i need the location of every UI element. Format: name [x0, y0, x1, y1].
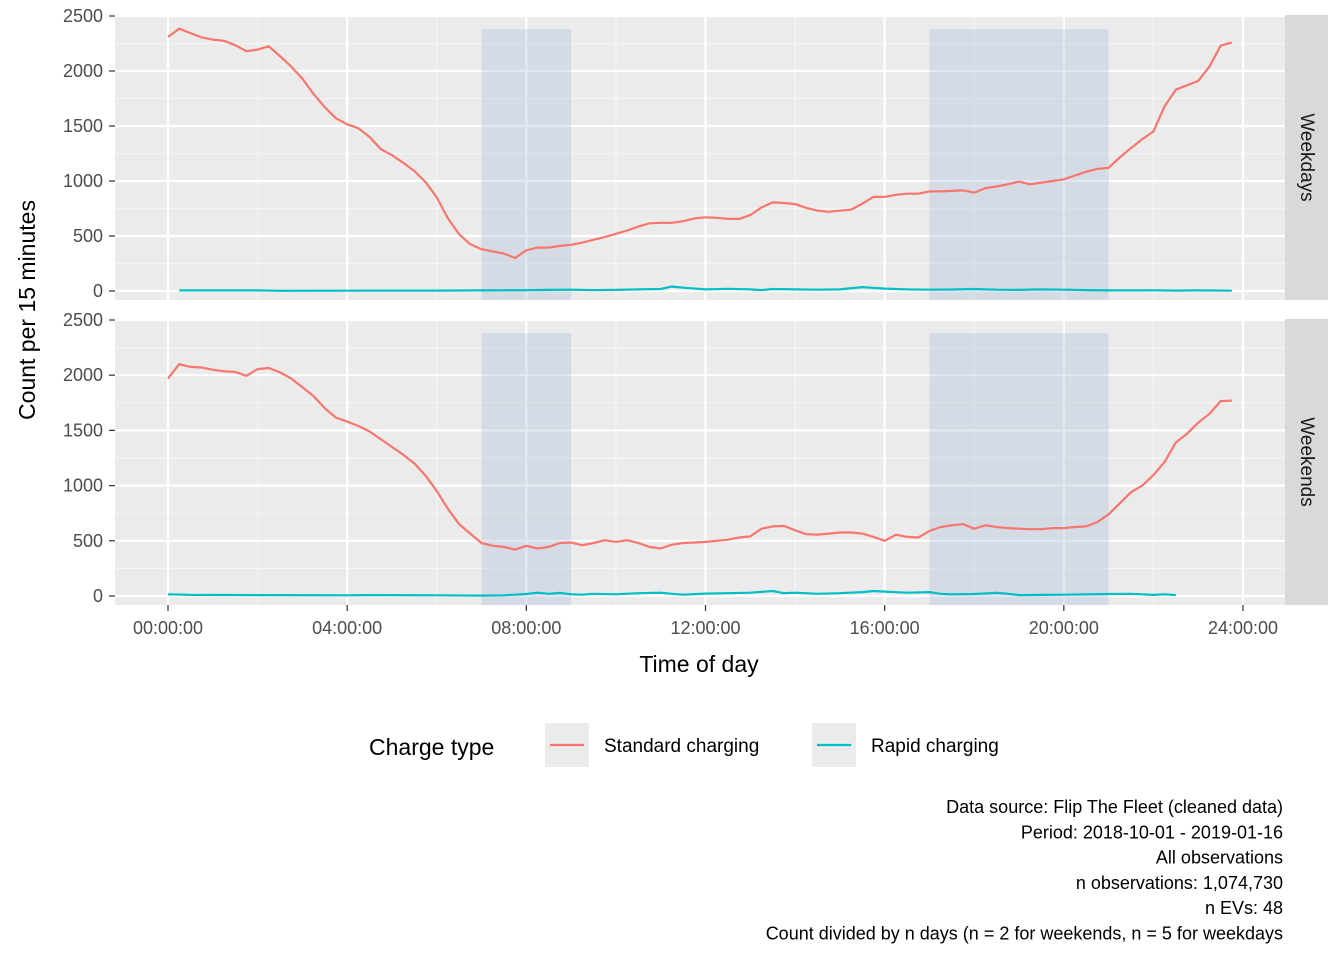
facet-panel-weekends: Weekends 0 500 1000 1500 2000 2500: [63, 310, 1328, 606]
facet-panels: Weekdays 0 500 1000 1500 2000 2500 Weekends 0 500…: [63, 6, 1328, 638]
legend-label: Rapid charging: [871, 736, 999, 757]
series-line-rapid-charging: [167, 589, 1176, 597]
legend: Charge type Standard charging Rapid charg…: [369, 723, 999, 767]
x-tick-label: 00:00:00: [133, 618, 203, 638]
caption-line: Data source: Flip The Fleet (cleaned dat…: [946, 797, 1283, 817]
x-tick-label: 24:00:00: [1208, 618, 1278, 638]
x-tick-label: 16:00:00: [850, 618, 920, 638]
peak-period-band: [481, 333, 572, 605]
y-tick-label: 0: [93, 586, 103, 606]
y-tick-label: 1000: [63, 171, 103, 191]
series-line-standard-charging: [167, 363, 1232, 551]
caption-line: n EVs: 48: [1205, 898, 1283, 918]
x-tick-label: 20:00:00: [1029, 618, 1099, 638]
caption-line: Period: 2018-10-01 - 2019-01-16: [1021, 822, 1283, 842]
series-line-rapid-charging: [179, 285, 1232, 292]
y-tick-label: 500: [73, 226, 103, 246]
x-tick-label: 08:00:00: [491, 618, 561, 638]
x-tick-label: 12:00:00: [670, 618, 740, 638]
y-tick-label: 1000: [63, 476, 103, 496]
series-line-standard-charging: [167, 27, 1233, 260]
caption-line: n observations: 1,074,730: [1076, 873, 1283, 893]
legend-label: Standard charging: [604, 736, 759, 757]
y-tick-label: 1500: [63, 116, 103, 136]
y-tick-label: 2000: [63, 61, 103, 81]
y-tick-label: 1500: [63, 420, 103, 440]
facet-strip: [1285, 319, 1328, 605]
y-axis-title: Count per 15 minutes: [14, 200, 40, 420]
x-axis-title: Time of day: [639, 651, 759, 677]
panel-background: [115, 15, 1285, 300]
caption-line: Count divided by n days (n = 2 for weeke…: [766, 924, 1283, 944]
caption: Data source: Flip The Fleet (cleaned dat…: [766, 797, 1283, 944]
caption-line: All observations: [1156, 848, 1283, 868]
y-tick-label: 0: [93, 281, 103, 301]
y-tick-label: 2500: [63, 310, 103, 330]
panel-background: [115, 319, 1285, 605]
y-tick-label: 500: [73, 531, 103, 551]
facet-panel-weekdays: Weekdays 0 500 1000 1500 2000 2500: [63, 6, 1328, 301]
facet-strip: [1285, 15, 1328, 300]
peak-period-band: [929, 29, 1109, 300]
y-tick-label: 2000: [63, 365, 103, 385]
peak-period-band: [481, 29, 572, 300]
facet-strip-label: Weekends: [1296, 417, 1317, 506]
legend-title: Charge type: [369, 734, 494, 760]
y-tick-label: 2500: [63, 6, 103, 26]
peak-period-band: [929, 333, 1109, 605]
facet-strip-label: Weekdays: [1296, 113, 1317, 201]
x-tick-label: 04:00:00: [312, 618, 382, 638]
